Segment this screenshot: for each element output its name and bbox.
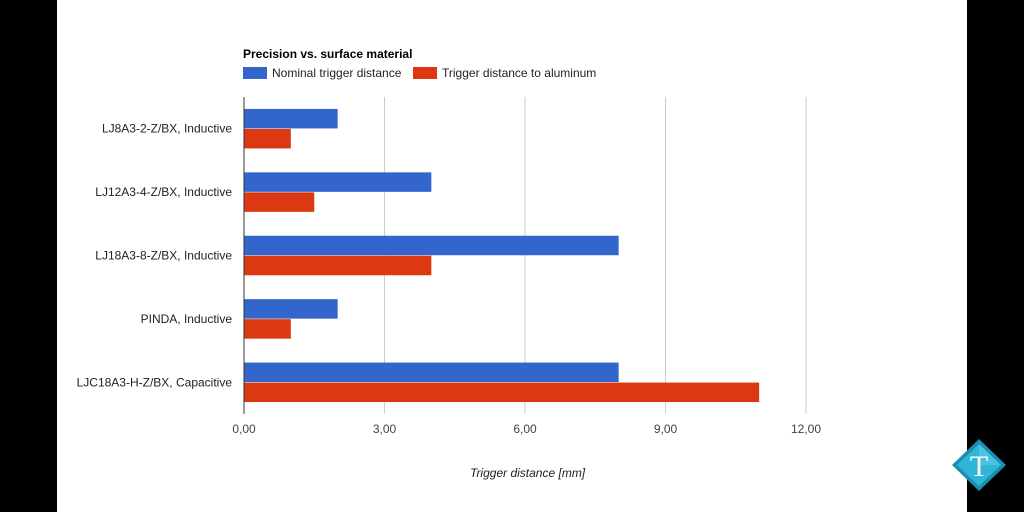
- chart-title: Precision vs. surface material: [243, 47, 413, 61]
- x-axis-title: Trigger distance [mm]: [470, 466, 586, 480]
- bar-aluminum-2[interactable]: [244, 255, 432, 276]
- y-category-label: LJ8A3-2-Z/BX, Inductive: [102, 122, 232, 136]
- legend-label-aluminum: Trigger distance to aluminum: [442, 66, 597, 80]
- y-category-label: LJ12A3-4-Z/BX, Inductive: [95, 185, 232, 199]
- logo-letter: T: [970, 450, 988, 483]
- bar-aluminum-1[interactable]: [244, 192, 315, 212]
- x-tick-label: 9,00: [654, 422, 678, 436]
- legend-label-nominal: Nominal trigger distance: [272, 66, 402, 80]
- y-category-label: LJC18A3-H-Z/BX, Capacitive: [77, 375, 233, 389]
- bar-nominal-1[interactable]: [244, 172, 432, 192]
- x-tick-label: 6,00: [513, 422, 537, 436]
- x-tick-label: 12,00: [791, 422, 821, 436]
- bar-nominal-4[interactable]: [244, 362, 619, 383]
- chart-panel: [57, 0, 967, 512]
- x-tick-label: 3,00: [373, 422, 397, 436]
- y-category-label: PINDA, Inductive: [141, 312, 233, 326]
- bar-aluminum-3[interactable]: [244, 319, 291, 339]
- x-tick-label: 0,00: [232, 422, 256, 436]
- bar-aluminum-4[interactable]: [244, 382, 760, 403]
- bar-nominal-3[interactable]: [244, 299, 338, 319]
- bar-nominal-0[interactable]: [244, 108, 338, 129]
- bar-aluminum-0[interactable]: [244, 128, 291, 149]
- logo-t-icon: T: [952, 439, 1006, 491]
- legend-swatch-nominal: [243, 67, 267, 79]
- bar-nominal-2[interactable]: [244, 235, 619, 256]
- legend-swatch-aluminum: [413, 67, 437, 79]
- y-category-label: LJ18A3-8-Z/BX, Inductive: [95, 249, 232, 263]
